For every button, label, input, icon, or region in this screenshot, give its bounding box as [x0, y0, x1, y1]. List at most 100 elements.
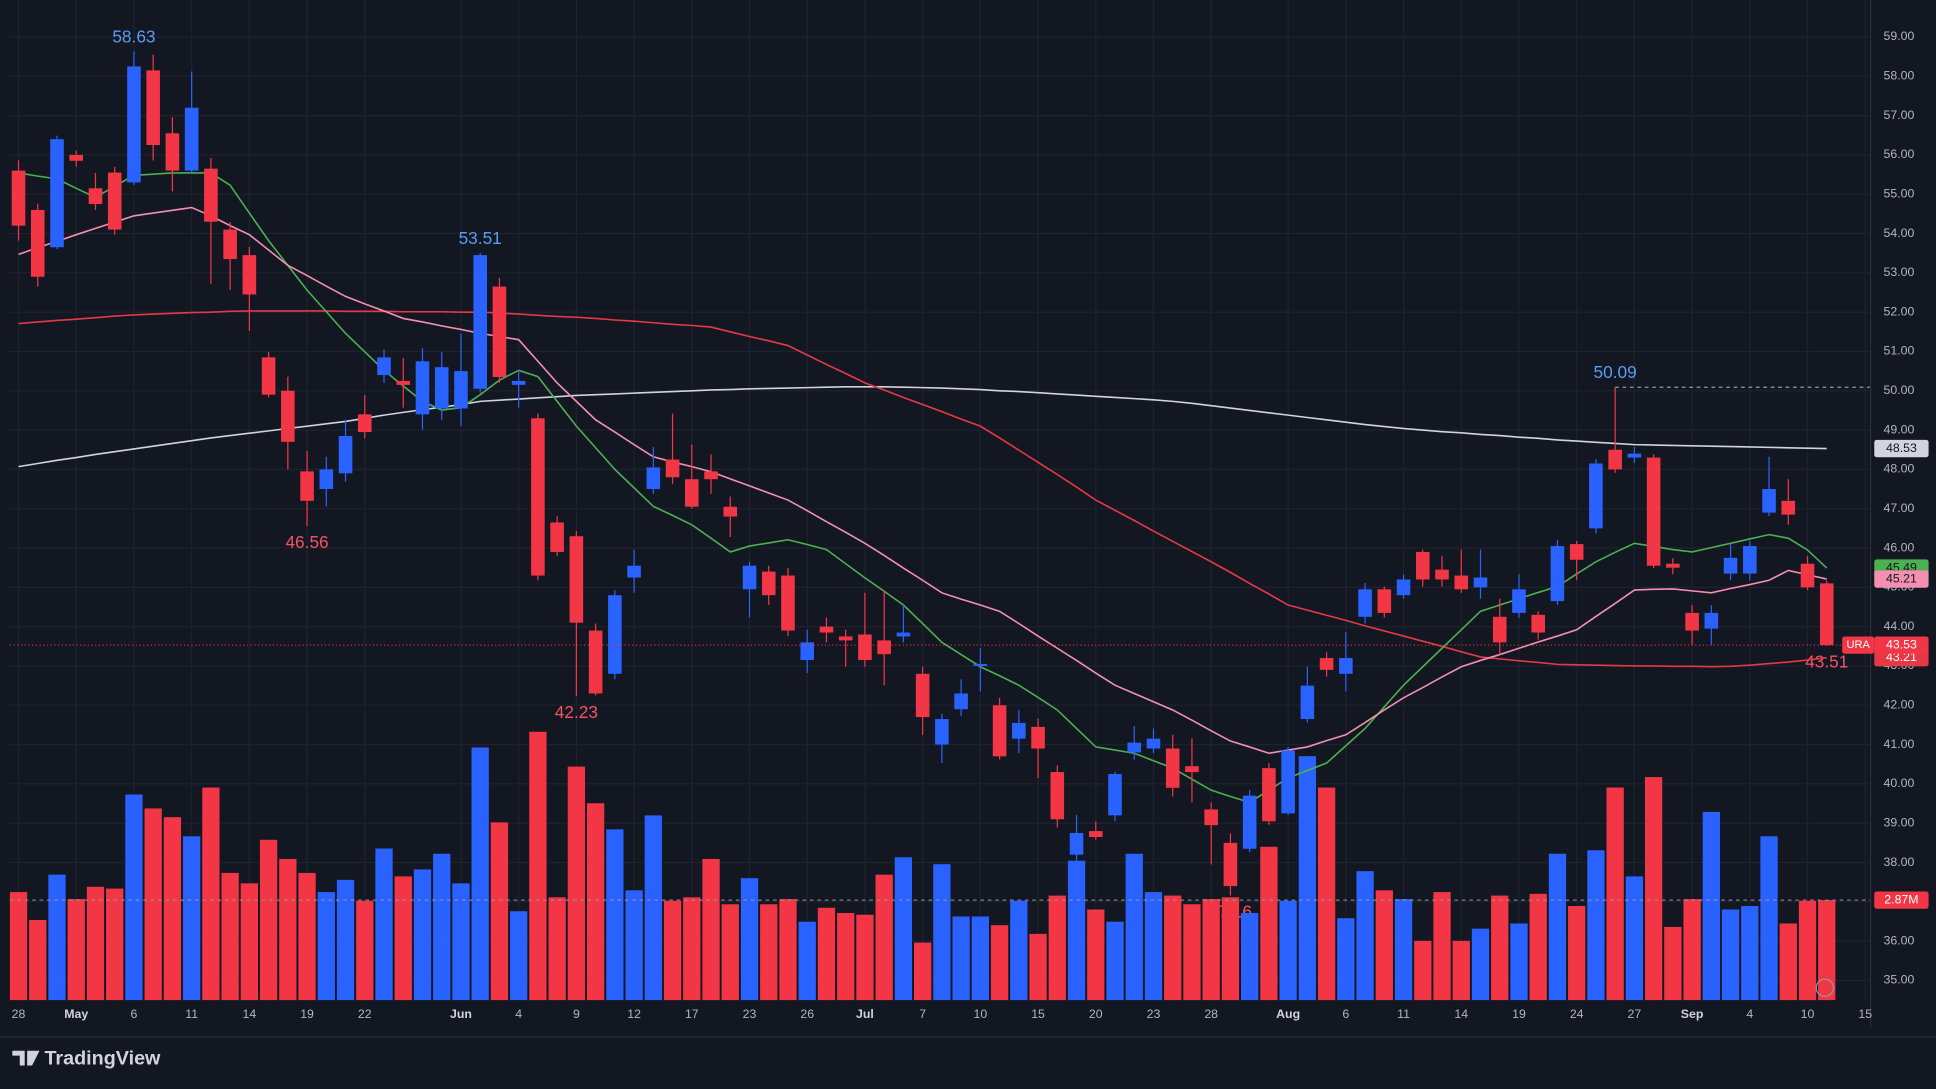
- volume-bar: [163, 817, 182, 1001]
- candle-body: [261, 357, 276, 395]
- y-tick-label: 50.00: [1884, 383, 1915, 397]
- candle-body: [550, 522, 564, 552]
- candle-body: [1569, 544, 1584, 560]
- volume-bar: [798, 921, 816, 1001]
- y-tick-label: 41.00: [1884, 737, 1915, 751]
- candle-body: [223, 229, 237, 260]
- x-tick-label: Sep: [1681, 1007, 1704, 1021]
- candle-body: [1300, 685, 1315, 720]
- candle-body: [742, 565, 757, 590]
- candles: [9, 51, 1871, 896]
- x-tick-label: Jun: [450, 1007, 472, 1021]
- candle-body: [685, 479, 699, 507]
- volume-bar: [510, 911, 528, 1001]
- volume: [9, 731, 1871, 1001]
- y-tick-label: 58.00: [1884, 69, 1915, 83]
- volume-bar: [1087, 909, 1105, 1001]
- price-tag-box: [1874, 439, 1929, 458]
- y-tick-label: 49.00: [1884, 422, 1915, 436]
- volume-bar: [1164, 895, 1182, 1001]
- volume-bar: [1029, 933, 1047, 1001]
- candle-body: [1800, 563, 1815, 588]
- x-tick-label: Jul: [856, 1007, 874, 1021]
- volume-bar: [1260, 846, 1278, 1001]
- x-tick-label: 10: [973, 1007, 987, 1021]
- candle-body: [1069, 833, 1084, 855]
- candle-body: [761, 571, 776, 596]
- candle-body: [1050, 772, 1065, 820]
- volume-bar: [356, 900, 374, 1001]
- volume-bar: [86, 886, 105, 1001]
- volume-bar: [990, 925, 1009, 1001]
- x-tick-label: 28: [12, 1007, 26, 1021]
- y-tick-label: 52.00: [1884, 304, 1915, 318]
- y-tick-label: 47.00: [1884, 501, 1915, 515]
- low-label: 43.51: [1805, 652, 1848, 672]
- x-tick-label: 26: [800, 1007, 814, 1021]
- volume-bar: [394, 876, 412, 1001]
- candle-body: [1454, 575, 1469, 590]
- candle-body: [646, 467, 661, 490]
- y-tick-label: 39.00: [1884, 815, 1915, 829]
- volume-bar: [1625, 876, 1644, 1001]
- candle-body: [1781, 500, 1796, 515]
- volume-bar: [144, 808, 162, 1001]
- volume-bar: [298, 872, 316, 1001]
- volume-bar: [721, 904, 739, 1001]
- candle-body: [569, 536, 584, 623]
- volume-bar: [125, 794, 143, 1001]
- candle-body: [877, 640, 891, 655]
- volume-bar: [1106, 921, 1124, 1001]
- candle-body: [88, 188, 103, 205]
- x-tick-label: 10: [1801, 1007, 1815, 1021]
- candle-body: [30, 209, 45, 277]
- volume-bar: [1183, 904, 1201, 1001]
- x-tick-label: 23: [743, 1007, 757, 1021]
- volume-bar: [1587, 850, 1605, 1001]
- volume-bar: [1202, 899, 1220, 1001]
- candle-body: [1031, 726, 1045, 749]
- volume-bar: [317, 892, 335, 1001]
- icon[interactable]: [1815, 978, 1835, 998]
- volume-bar: [490, 822, 509, 1001]
- candle-body: [781, 575, 795, 631]
- candle-body: [357, 414, 372, 433]
- candle-body: [165, 133, 180, 171]
- candle-body: [1492, 616, 1507, 643]
- candle-body: [1358, 589, 1372, 617]
- volume-bar: [663, 900, 682, 1001]
- volume-bar: [606, 829, 624, 1001]
- volume-bar: [1721, 909, 1740, 1001]
- price-axis: [1870, 0, 1936, 1038]
- candle-body: [242, 255, 257, 295]
- volume-bar: [221, 872, 239, 1001]
- volume-bar: [971, 916, 989, 1001]
- candle-body: [1685, 612, 1699, 631]
- candle-body: [1319, 658, 1334, 670]
- high-label: 58.63: [112, 26, 155, 46]
- candle-body: [69, 154, 84, 161]
- volume-bar: [413, 869, 432, 1001]
- candle-body: [1704, 612, 1719, 629]
- candle-body: [1608, 449, 1622, 470]
- candle-body: [1339, 658, 1353, 674]
- candle-body: [1204, 809, 1218, 826]
- price-tag-box: [1874, 636, 1929, 654]
- y-tick-label: 42.00: [1884, 698, 1915, 712]
- logo: TradingView: [12, 1048, 161, 1070]
- candle-body: [338, 435, 353, 474]
- volume-bar: [1818, 900, 1836, 1001]
- volume-bar: [875, 874, 893, 1001]
- volume-bar: [644, 815, 662, 1001]
- candle-body: [127, 66, 141, 183]
- candle-body: [819, 626, 834, 633]
- volume-bar: [1337, 918, 1355, 1001]
- x-tick-label: 6: [1342, 1007, 1349, 1021]
- volume-bar: [933, 864, 951, 1001]
- volume-bar: [375, 848, 393, 1001]
- volume-bar: [1741, 906, 1759, 1001]
- candle-body: [396, 380, 411, 385]
- candle-body: [627, 565, 641, 578]
- candle-body: [107, 172, 122, 230]
